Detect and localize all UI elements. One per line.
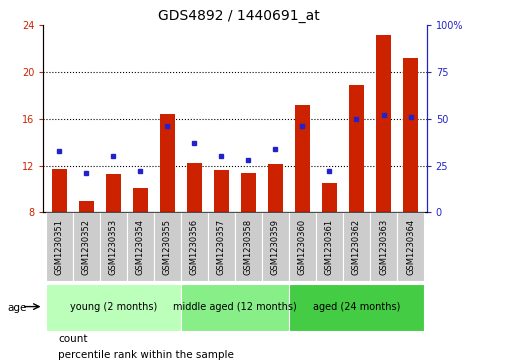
Bar <box>295 105 310 212</box>
Text: GSM1230355: GSM1230355 <box>163 219 172 275</box>
Text: age: age <box>8 303 27 313</box>
Bar <box>133 188 148 212</box>
Text: percentile rank within the sample: percentile rank within the sample <box>58 350 234 360</box>
Bar <box>46 284 181 331</box>
Bar <box>322 183 337 212</box>
Bar <box>100 212 127 281</box>
Text: middle aged (12 months): middle aged (12 months) <box>173 302 297 311</box>
Bar <box>187 163 202 212</box>
Text: young (2 months): young (2 months) <box>70 302 157 311</box>
Text: GSM1230363: GSM1230363 <box>379 219 388 275</box>
Text: GSM1230357: GSM1230357 <box>217 219 226 275</box>
Bar <box>397 212 424 281</box>
Bar <box>127 212 154 281</box>
Bar <box>181 212 208 281</box>
Text: GSM1230352: GSM1230352 <box>82 219 91 275</box>
Bar <box>154 212 181 281</box>
Bar <box>241 173 256 212</box>
Bar <box>208 212 235 281</box>
Text: GSM1230351: GSM1230351 <box>55 219 64 275</box>
Bar <box>349 85 364 212</box>
Text: GSM1230354: GSM1230354 <box>136 219 145 275</box>
Bar <box>376 35 391 212</box>
Text: GSM1230364: GSM1230364 <box>406 219 415 275</box>
Bar <box>52 169 67 212</box>
Bar <box>214 170 229 212</box>
Text: GSM1230361: GSM1230361 <box>325 219 334 275</box>
Bar <box>403 58 418 212</box>
Bar <box>46 212 73 281</box>
Bar <box>268 164 283 212</box>
Text: GDS4892 / 1440691_at: GDS4892 / 1440691_at <box>158 9 320 23</box>
Bar <box>289 212 316 281</box>
Text: GSM1230358: GSM1230358 <box>244 219 253 275</box>
Bar <box>343 212 370 281</box>
Bar <box>289 284 424 331</box>
Bar <box>235 212 262 281</box>
Text: aged (24 months): aged (24 months) <box>313 302 400 311</box>
Text: GSM1230353: GSM1230353 <box>109 219 118 275</box>
Bar <box>316 212 343 281</box>
Text: GSM1230362: GSM1230362 <box>352 219 361 275</box>
Text: count: count <box>58 334 88 344</box>
Bar <box>262 212 289 281</box>
Text: GSM1230359: GSM1230359 <box>271 219 280 275</box>
Bar <box>73 212 100 281</box>
Bar <box>160 114 175 212</box>
Bar <box>181 284 289 331</box>
Text: GSM1230360: GSM1230360 <box>298 219 307 275</box>
Bar <box>370 212 397 281</box>
Bar <box>79 201 94 212</box>
Bar <box>106 174 121 212</box>
Text: GSM1230356: GSM1230356 <box>190 219 199 275</box>
